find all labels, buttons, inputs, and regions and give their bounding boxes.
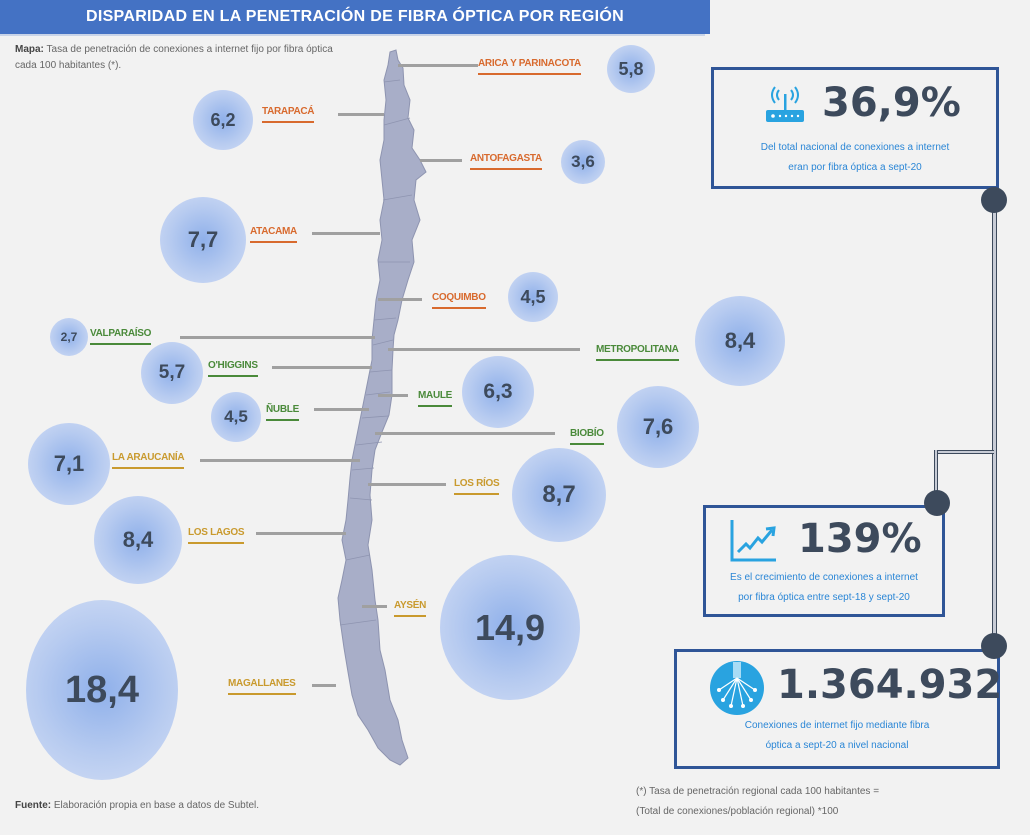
bubble-arica: 5,8	[607, 45, 655, 93]
bubble-magallanes: 18,4	[26, 600, 178, 780]
leader-magallanes	[312, 684, 336, 687]
region-label-tarapaca: TARAPACÁ	[262, 106, 315, 123]
leader-biobio	[375, 432, 555, 435]
stat-desc-line: óptica a sept-20 a nivel nacional	[765, 740, 909, 751]
bubble-nuble: 4,5	[211, 392, 261, 442]
region-label-atacama: ATACAMA	[250, 226, 297, 243]
bubble-aysen: 14,9	[440, 555, 580, 700]
formula-note-line1: (*) Tasa de penetración regional cada 10…	[636, 786, 880, 797]
bubble-loslagos: 8,4	[94, 496, 182, 584]
region-label-loslagos: LOS LAGOS	[188, 527, 245, 544]
bubble-ohiggins: 5,7	[141, 342, 203, 404]
connector-dot-1	[981, 187, 1007, 213]
region-label-araucania: LA ARAUCANÍA	[112, 452, 185, 469]
bubble-tarapaca: 6,2	[193, 90, 253, 150]
map-subtitle: Mapa: Tasa de penetración de conexiones …	[15, 42, 345, 74]
page-title: DISPARIDAD EN LA PENETRACIÓN DE FIBRA ÓP…	[0, 0, 710, 34]
leader-maule	[378, 394, 408, 397]
stat-box-fiber-share: 36,9% Del total nacional de conexiones a…	[711, 67, 999, 189]
stat-value-total-connections: 1.364.932	[777, 662, 1003, 708]
stat-box-total-connections: 1.364.932 Conexiones de internet fijo me…	[674, 649, 1003, 769]
region-label-coquimbo: COQUIMBO	[432, 292, 486, 309]
stat-desc-line: Del total nacional de conexiones a inter…	[760, 142, 950, 153]
bubble-biobio: 7,6	[617, 386, 699, 468]
region-label-aysen: AYSÉN	[394, 600, 426, 617]
leader-tarapaca	[338, 113, 384, 116]
leader-coquimbo	[378, 298, 422, 301]
bubble-araucania: 7,1	[28, 423, 110, 505]
leader-arica	[398, 64, 478, 67]
leader-losrios	[368, 483, 446, 486]
stat-desc-line: por fibra óptica entre sept-18 y sept-20	[738, 592, 910, 603]
leader-aysen	[362, 605, 387, 608]
stat-desc-total-connections: Conexiones de internet fijo mediante fib…	[677, 716, 997, 756]
stat-box-growth: 139% Es el crecimiento de conexiones a i…	[703, 505, 945, 617]
stat-desc-line: Conexiones de internet fijo mediante fib…	[744, 720, 930, 731]
region-label-arica: ARICA Y PARINACOTA	[478, 58, 581, 75]
wifi-router-icon	[766, 86, 804, 122]
region-label-losrios: LOS RÍOS	[454, 478, 500, 495]
growth-chart-icon	[730, 520, 776, 562]
bubble-valparaiso: 2,7	[50, 318, 88, 356]
source-text: Elaboración propia en base a datos de Su…	[53, 800, 260, 811]
subtitle-text: Tasa de penetración de conexiones a inte…	[15, 44, 333, 71]
bubble-maule: 6,3	[462, 356, 534, 428]
header-divider	[0, 34, 705, 36]
bubble-antofagasta: 3,6	[561, 140, 605, 184]
region-label-maule: MAULE	[418, 390, 452, 407]
stat-desc-growth: Es el crecimiento de conexiones a intern…	[706, 568, 942, 608]
leader-valparaiso	[180, 336, 375, 339]
leader-metropolitana	[388, 348, 580, 351]
leader-loslagos	[256, 532, 346, 535]
stat-desc-line: eran por fibra óptica a sept-20	[788, 162, 922, 173]
stat-desc-fiber-share: Del total nacional de conexiones a inter…	[714, 138, 996, 178]
region-label-ohiggins: O'HIGGINS	[208, 360, 258, 377]
region-label-metropolitana: METROPOLITANA	[596, 344, 679, 361]
formula-note: (*) Tasa de penetración regional cada 10…	[636, 782, 879, 822]
region-label-antofagasta: ANTOFAGASTA	[470, 153, 542, 170]
leader-antofagasta	[420, 159, 462, 162]
bubble-metropolitana: 8,4	[695, 296, 785, 386]
fiber-optic-icon	[710, 661, 764, 715]
region-label-valparaiso: VALPARAÍSO	[90, 328, 151, 345]
leader-nuble	[314, 408, 369, 411]
source-footnote: Fuente: Elaboración propia en base a dat…	[15, 800, 259, 811]
region-label-nuble: ÑUBLE	[266, 404, 299, 421]
stat-desc-line: Es el crecimiento de conexiones a intern…	[730, 572, 918, 583]
leader-ohiggins	[272, 366, 372, 369]
bubble-atacama: 7,7	[160, 197, 246, 283]
subtitle-prefix: Mapa:	[15, 44, 44, 55]
connector-branch-vertical	[934, 450, 938, 500]
connector-dot-2	[924, 490, 950, 516]
formula-note-line2: (Total de conexiones/población regional)…	[636, 806, 839, 817]
connector-branch-horizontal	[934, 450, 994, 454]
connector-dot-3	[981, 633, 1007, 659]
connector-vertical-main	[992, 200, 997, 650]
bubble-losrios: 8,7	[512, 448, 606, 542]
leader-atacama	[312, 232, 380, 235]
stat-value-fiber-share: 36,9%	[822, 80, 961, 126]
source-prefix: Fuente:	[15, 800, 52, 811]
leader-araucania	[200, 459, 360, 462]
bubble-coquimbo: 4,5	[508, 272, 558, 322]
stat-value-growth: 139%	[798, 516, 922, 562]
region-label-biobio: BIOBÍO	[570, 428, 604, 445]
region-label-magallanes: MAGALLANES	[228, 678, 296, 695]
